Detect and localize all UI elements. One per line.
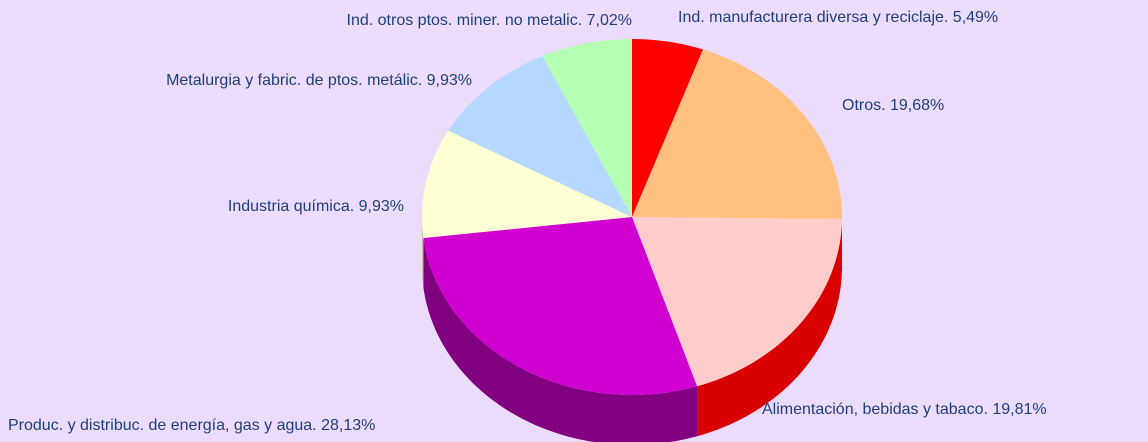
data-label: Produc. y distribuc. de energía, gas y a… (8, 417, 375, 434)
data-label: Ind. manufacturera diversa y reciclaje. … (678, 9, 998, 26)
data-label: Alimentación, bebidas y tabaco. 19,81% (762, 401, 1047, 418)
data-label: Otros. 19,68% (842, 97, 944, 114)
pie-slice (423, 217, 698, 395)
pie-slice (632, 39, 704, 217)
pie-slice (448, 56, 632, 217)
pie-slice (632, 217, 842, 387)
data-label: Ind. otros ptos. miner. no metalic. 7,02… (347, 12, 632, 29)
pie-side (423, 238, 698, 442)
pie-slice (422, 130, 632, 239)
pie-slice (632, 49, 842, 219)
data-label: Metalurgia y fabric. de ptos. metálic. 9… (166, 72, 472, 89)
pie-slice (542, 39, 632, 217)
data-label: Industria química. 9,93% (228, 198, 404, 215)
pie-side (422, 217, 424, 289)
pie-side (697, 218, 842, 437)
